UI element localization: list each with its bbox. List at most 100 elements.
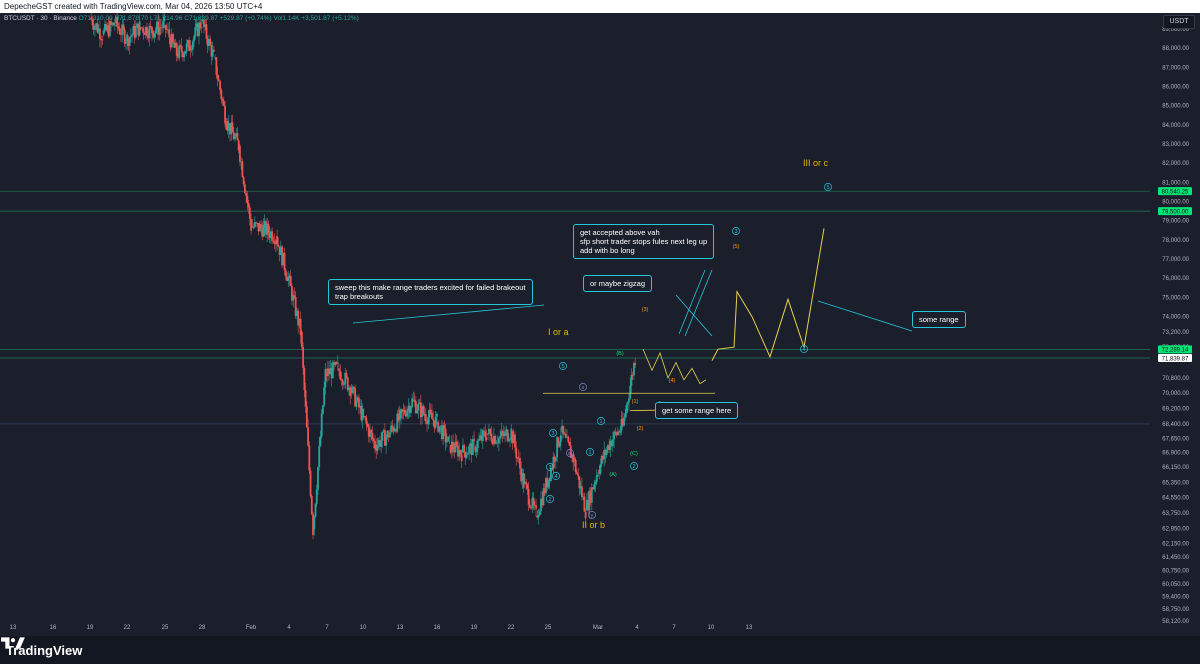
candle-body bbox=[151, 26, 153, 34]
candle-body bbox=[490, 433, 493, 441]
candle-body bbox=[121, 24, 124, 35]
candle-body bbox=[168, 29, 171, 38]
candle-body bbox=[619, 430, 622, 433]
note-accepted-above-vah[interactable]: get accepted above vah sfp short trader … bbox=[573, 224, 715, 259]
candle-body bbox=[330, 368, 333, 379]
candle-body bbox=[222, 100, 225, 106]
candle-body bbox=[214, 57, 217, 59]
candle-body bbox=[491, 440, 494, 445]
candle-body bbox=[478, 438, 480, 441]
candle-body bbox=[476, 440, 479, 449]
candle-body bbox=[90, 17, 93, 20]
wave-marker-ring bbox=[546, 463, 554, 471]
candle-body bbox=[122, 24, 125, 30]
x-tick-label: 22 bbox=[124, 625, 131, 631]
candle-body bbox=[318, 445, 321, 468]
wave-marker-label: 5 bbox=[826, 185, 829, 191]
candle-body bbox=[424, 414, 427, 422]
candle-body bbox=[248, 207, 251, 220]
x-tick-label: 10 bbox=[360, 625, 367, 631]
candle-body bbox=[333, 362, 335, 366]
candle-body bbox=[143, 32, 146, 35]
symbol-title: BTCUSDT · 30 · Binance bbox=[4, 15, 77, 22]
candle-body bbox=[426, 421, 428, 425]
note-sweep[interactable]: sweep this make range traders excited fo… bbox=[328, 279, 533, 305]
candle-body bbox=[412, 399, 415, 401]
candle-body bbox=[243, 184, 246, 193]
candle-body bbox=[183, 53, 186, 58]
y-tick-label: 60,750.00 bbox=[1162, 569, 1189, 575]
currency-button[interactable]: USDT bbox=[1163, 15, 1195, 29]
candle-body bbox=[185, 43, 188, 52]
candle-body bbox=[123, 29, 126, 44]
candle-body bbox=[629, 385, 632, 399]
candle-body bbox=[444, 428, 447, 443]
y-tick-label: 87,000.00 bbox=[1162, 65, 1189, 71]
candle-body bbox=[164, 25, 167, 30]
candle-body bbox=[346, 377, 349, 391]
candle-body bbox=[272, 240, 275, 242]
candle-body bbox=[561, 425, 563, 432]
candle-body bbox=[196, 23, 199, 36]
candle-body bbox=[453, 449, 456, 453]
candle-body bbox=[146, 26, 148, 37]
candle-body bbox=[279, 246, 282, 256]
candle-body bbox=[178, 45, 181, 58]
candle-body bbox=[403, 409, 406, 414]
note-zigzag[interactable]: or maybe zigzag bbox=[583, 275, 653, 292]
price-chart-svg[interactable]: 89,000.00 88,000.00 87,000.00 86,000.00 85,0… bbox=[0, 13, 1200, 636]
wave-marker-ring bbox=[549, 429, 557, 437]
candle-body bbox=[577, 474, 580, 477]
candle-body bbox=[276, 236, 278, 245]
candle-body bbox=[578, 476, 581, 489]
y-tick-label: 59,400.00 bbox=[1162, 594, 1189, 600]
candle-body bbox=[147, 36, 150, 39]
chart-area[interactable]: 89,000.00 88,000.00 87,000.00 86,000.00 85,0… bbox=[0, 13, 1200, 636]
wave-label-i-or-a: I or a bbox=[548, 327, 569, 337]
candle-body bbox=[470, 443, 473, 455]
candle-body bbox=[190, 49, 193, 51]
y-tick-label: 89,000.00 bbox=[1162, 27, 1189, 33]
candle-body bbox=[411, 398, 414, 407]
note-range-here[interactable]: get some range here bbox=[655, 402, 739, 419]
note-connector bbox=[352, 304, 545, 324]
candle-body bbox=[439, 425, 442, 427]
candle-body bbox=[469, 443, 472, 447]
candle-body bbox=[584, 511, 587, 519]
candle-body bbox=[437, 422, 440, 432]
candle-body bbox=[220, 90, 223, 100]
candle-body bbox=[562, 425, 565, 434]
candle-body bbox=[474, 446, 477, 452]
candle-body bbox=[91, 19, 94, 26]
candle-body bbox=[525, 481, 528, 485]
candle-body bbox=[408, 405, 411, 413]
candle-body bbox=[348, 387, 350, 391]
y-tick-label: 66,900.00 bbox=[1162, 451, 1189, 457]
candle-body bbox=[624, 413, 627, 418]
candle-body bbox=[397, 413, 400, 421]
candle-body bbox=[607, 444, 609, 450]
candle-body bbox=[553, 456, 556, 462]
candle-body bbox=[422, 406, 425, 414]
candle-body bbox=[400, 409, 402, 419]
candle-body bbox=[198, 22, 200, 36]
candle-body bbox=[262, 224, 265, 237]
candle-body bbox=[360, 405, 363, 421]
y-tick-label: 60,050.00 bbox=[1162, 582, 1189, 588]
price-tag bbox=[1158, 207, 1192, 216]
candle-body bbox=[328, 368, 331, 375]
candle-body bbox=[188, 40, 191, 52]
price-tag-label: 72,289.14 bbox=[1162, 348, 1189, 354]
candle-body bbox=[299, 318, 302, 336]
candle-body bbox=[170, 33, 173, 48]
candle-body bbox=[443, 425, 446, 429]
candle-body bbox=[550, 468, 552, 481]
candle-body bbox=[252, 226, 255, 228]
candle-body bbox=[173, 42, 176, 48]
note-some-range[interactable]: some range bbox=[912, 311, 966, 328]
candle-body bbox=[537, 515, 540, 518]
candle-body bbox=[531, 497, 534, 508]
wave-marker-label: 5 bbox=[561, 364, 564, 370]
candle-body bbox=[216, 74, 219, 80]
candle-body bbox=[467, 453, 469, 455]
